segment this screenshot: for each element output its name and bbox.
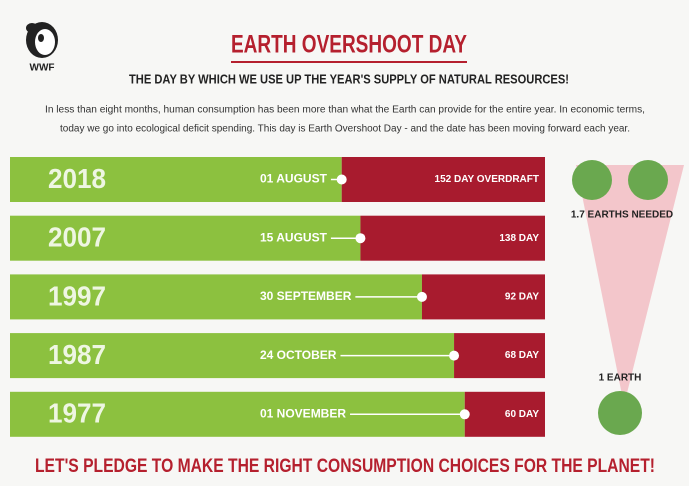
description: In less than eight months, human consump… <box>45 105 645 116</box>
date-label: 24 OCTOBER <box>260 348 337 362</box>
date-dot <box>460 409 470 419</box>
globe <box>598 391 642 435</box>
year-label: 1997 <box>48 280 106 311</box>
date-label: 01 AUGUST <box>260 172 328 186</box>
value-label: 152 DAY OVERDRAFT <box>435 174 539 185</box>
value-label: 60 DAY <box>505 409 539 420</box>
date-label: 15 AUGUST <box>260 230 328 244</box>
earths-top-label: 1.7 EARTHS NEEDED <box>571 210 673 221</box>
infographic: WWF EARTH OVERSHOOT DAY THE DAY BY WHICH… <box>0 0 689 486</box>
subtitle: THE DAY BY WHICH WE USE UP THE YEAR'S SU… <box>129 71 569 86</box>
date-label: 30 SEPTEMBER <box>260 289 352 303</box>
logo-icon <box>26 22 58 58</box>
logo-text: WWF <box>30 63 55 74</box>
year-label: 2007 <box>48 222 106 253</box>
title: EARTH OVERSHOOT DAY <box>231 31 467 59</box>
year-label: 2018 <box>48 163 106 194</box>
date-dot <box>355 233 365 243</box>
date-label: 01 NOVEMBER <box>260 406 346 420</box>
value-label: 138 DAY <box>499 233 539 244</box>
year-label: 1987 <box>48 339 106 370</box>
earths-bottom-label: 1 EARTH <box>599 373 642 384</box>
description: today we go into ecological deficit spen… <box>60 124 630 135</box>
date-dot <box>449 351 459 361</box>
year-label: 1977 <box>48 398 106 429</box>
value-label: 68 DAY <box>505 350 539 361</box>
value-label: 92 DAY <box>505 292 539 303</box>
closing: LET'S PLEDGE TO MAKE THE RIGHT CONSUMPTI… <box>35 456 655 477</box>
date-dot <box>337 175 347 185</box>
date-dot <box>417 292 427 302</box>
globe <box>572 160 612 200</box>
globe <box>628 160 668 200</box>
